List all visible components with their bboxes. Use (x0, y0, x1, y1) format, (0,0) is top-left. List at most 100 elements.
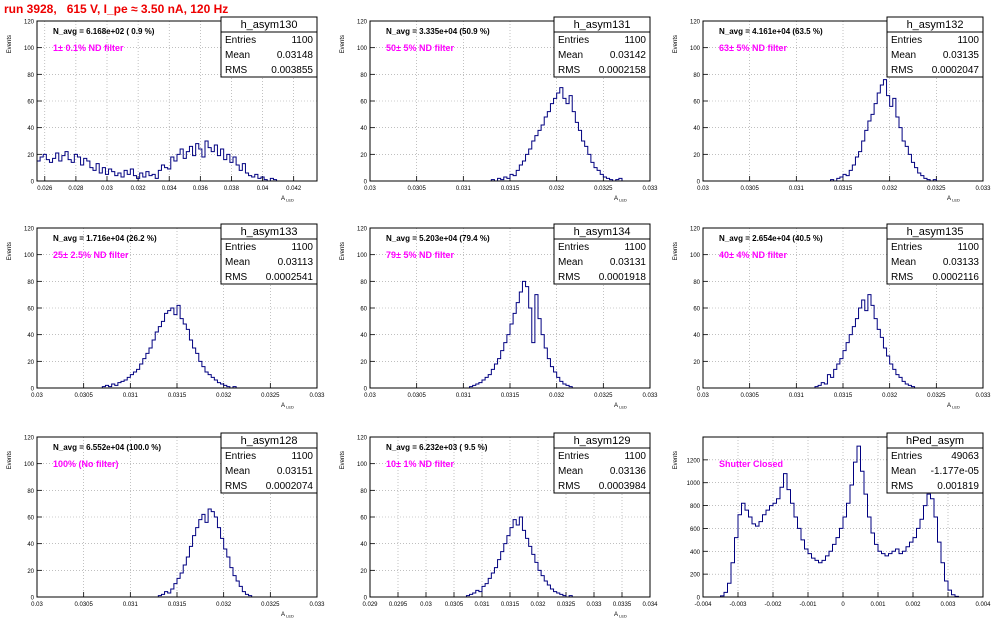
stats-box (220, 16, 318, 78)
x-tick-label: 0.034 (642, 602, 658, 608)
stats-value: 1100 (291, 35, 313, 46)
x-axis-label: A LED (614, 403, 627, 410)
x-tick-label: -0.002 (764, 602, 782, 608)
stats-label: Entries (225, 451, 256, 462)
stats-label: Mean (891, 50, 916, 61)
x-tick-label: 0.003 (940, 602, 956, 608)
y-tick-label: 120 (690, 20, 701, 26)
x-tick-label: 0.0325 (594, 393, 613, 399)
y-tick-label: 20 (27, 360, 34, 366)
stats-label: Entries (558, 35, 589, 46)
stats-box (886, 223, 984, 285)
stats-value: 0.03113 (278, 257, 314, 268)
stats-value: 0.0001918 (599, 272, 647, 283)
stats-label: RMS (558, 272, 581, 283)
histogram-name: h_asym132 (907, 19, 964, 31)
y-tick-label: 0 (697, 180, 701, 186)
stats-value: 1100 (291, 242, 313, 253)
plot-frame (36, 436, 318, 598)
x-axis-label: A LED (281, 403, 294, 410)
navg-annotation: N_avg = 4.161e+04 (63.5 %) (719, 27, 823, 36)
x-tick-label: 0.032 (216, 602, 232, 608)
x-tick-label: 0.032 (131, 186, 147, 192)
x-tick-label: 0.002 (905, 602, 921, 608)
y-tick-label: 100 (690, 46, 701, 52)
stats-value: 0.003855 (271, 65, 313, 76)
x-tick-label: 0.03 (101, 186, 113, 192)
x-tick-label: 0.031 (789, 186, 805, 192)
y-tick-label: 400 (690, 550, 701, 556)
histogram-name: h_asym134 (574, 226, 631, 238)
y-tick-label: 60 (27, 307, 34, 313)
x-tick-label: 0.03 (697, 393, 709, 399)
filter-annotation: 40± 4% ND filter (719, 250, 787, 260)
x-tick-label: 0.031 (456, 186, 472, 192)
stats-label: Entries (891, 35, 922, 46)
x-tick-label: 0.0315 (834, 393, 853, 399)
y-tick-label: 40 (693, 333, 700, 339)
y-tick-label: 60 (27, 100, 34, 106)
x-axis-label: A LED (947, 403, 960, 410)
y-tick-label: 0 (697, 387, 701, 393)
y-tick-label: 0 (31, 387, 35, 393)
histogram-name: h_asym135 (907, 226, 964, 238)
y-tick-label: 120 (24, 436, 35, 442)
navg-annotation: N_avg = 6.232e+03 ( 9.5 %) (386, 443, 488, 452)
filter-annotation: 25± 2.5% ND filter (53, 250, 129, 260)
histogram-panel-h_asym129: 0 20 40 60 80 100 120 0.029 0.0295 0.03 0.0305 0.03… (340, 432, 658, 619)
stats-value: 0.0003984 (599, 481, 647, 492)
stats-value: 1100 (624, 242, 646, 253)
y-tick-label: 20 (693, 153, 700, 159)
stats-label: RMS (891, 481, 914, 492)
histogram-panel-hPed_asym: 0 200 400 600 800 1000 1200 -0.004 -0.003 -0.002 -… (673, 432, 991, 608)
x-tick-label: 0.036 (193, 186, 209, 192)
x-tick-label: 0.031 (123, 393, 139, 399)
stats-value: 1100 (624, 35, 646, 46)
stats-value: 1100 (957, 242, 979, 253)
stats-label: Entries (891, 242, 922, 253)
navg-annotation: N_avg = 5.203e+04 (79.4 %) (386, 234, 490, 243)
y-axis-label: Events (673, 242, 679, 260)
stats-label: RMS (558, 481, 581, 492)
filter-annotation: 10± 1% ND filter (386, 459, 454, 469)
x-tick-label: 0.0325 (261, 602, 280, 608)
plot-frame (702, 436, 984, 598)
plot-frame (702, 227, 984, 389)
navg-annotation: N_avg = 3.335e+04 (50.9 %) (386, 27, 490, 36)
y-tick-label: 100 (357, 253, 368, 259)
x-tick-label: 0.0325 (927, 393, 946, 399)
stats-value: 0.03133 (943, 257, 980, 268)
x-tick-label: 0.0305 (407, 186, 426, 192)
histogram-panel-h_asym128: 0 20 40 60 80 100 120 0.03 0.0305 0.031 0.0315 0.03… (7, 432, 325, 619)
y-tick-label: 120 (690, 227, 701, 233)
y-tick-label: 80 (693, 280, 700, 286)
y-tick-label: 80 (27, 73, 34, 79)
x-tick-label: 0.026 (37, 186, 53, 192)
histogram-panel-h_asym133: 0 20 40 60 80 100 120 0.03 0.0305 0.031 0.0315 0.03… (7, 223, 325, 410)
stats-label: RMS (225, 272, 248, 283)
x-tick-label: 0.0315 (168, 602, 187, 608)
plot-frame (369, 227, 651, 389)
stats-value: 0.03151 (277, 466, 314, 477)
y-tick-label: 0 (364, 180, 368, 186)
stats-label: Mean (225, 466, 250, 477)
x-tick-label: 0.03 (31, 393, 43, 399)
y-tick-label: 0 (364, 596, 368, 602)
histogram-panel-h_asym132: 0 20 40 60 80 100 120 0.03 0.0305 0.031 0.0315 0.03… (673, 16, 991, 203)
plot-frame (36, 227, 318, 389)
x-tick-label: 0.0335 (613, 602, 632, 608)
stats-value: 0.03135 (943, 50, 980, 61)
y-axis-label: Events (7, 35, 13, 53)
y-tick-label: 20 (27, 569, 34, 575)
x-tick-label: 0.0325 (594, 186, 613, 192)
x-tick-label: 0.032 (549, 186, 565, 192)
y-tick-label: 600 (690, 527, 701, 533)
histogram-line (703, 294, 983, 389)
stats-label: Mean (891, 257, 916, 268)
y-tick-label: 100 (690, 253, 701, 259)
y-axis-label: Events (673, 35, 679, 53)
stats-value: 0.0002158 (599, 65, 647, 76)
plot-frame (369, 20, 651, 182)
stats-value: 0.0002116 (932, 272, 979, 283)
